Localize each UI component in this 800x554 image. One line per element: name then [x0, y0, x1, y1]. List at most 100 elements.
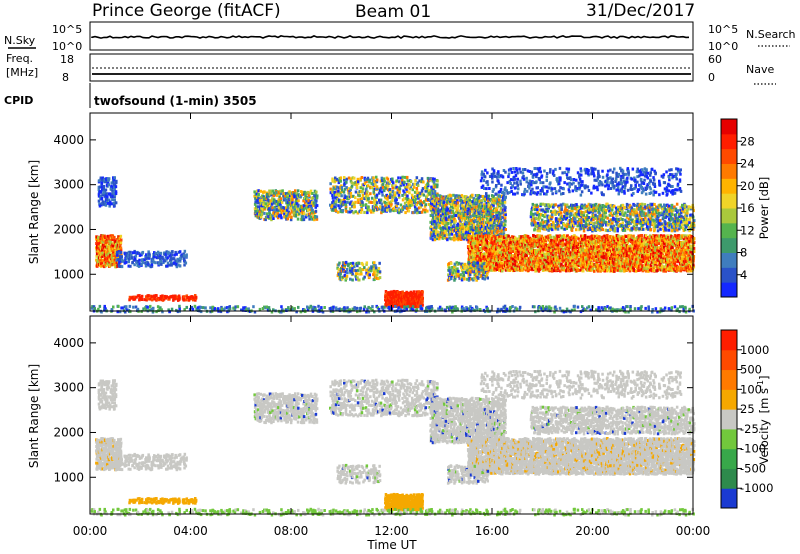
power-cell: [329, 187, 332, 191]
power-cell: [530, 259, 534, 263]
power-cell: [264, 204, 268, 207]
power-cell: [539, 241, 543, 245]
power-cell: [503, 223, 507, 227]
power-cell: [346, 200, 349, 204]
power-cell: [554, 249, 557, 253]
power-cell: [140, 253, 143, 257]
power-cell: [110, 181, 113, 185]
power-cell: [547, 264, 551, 268]
power-cell: [481, 195, 484, 198]
power-cell: [118, 260, 121, 264]
power-cell: [337, 204, 340, 208]
power-cell: [360, 199, 363, 203]
power-cell: [399, 176, 403, 180]
power-cell: [266, 212, 269, 216]
power-cell: [257, 189, 260, 193]
power-cell: [465, 232, 469, 236]
power-cell: [114, 265, 118, 269]
power-cell: [515, 241, 518, 245]
power-cell: [359, 177, 362, 181]
power-cell: [289, 206, 292, 210]
power-cell: [175, 252, 178, 256]
power-cell: [117, 262, 121, 266]
power-cell: [175, 265, 179, 269]
power-cell: [406, 179, 410, 183]
power-cell: [474, 229, 478, 233]
power-cell: [632, 249, 635, 253]
power-cell: [521, 243, 524, 247]
power-cell: [450, 215, 454, 219]
power-cell: [361, 201, 364, 205]
power-cell: [527, 237, 530, 241]
power-cell: [499, 261, 503, 265]
power-cell: [481, 204, 484, 208]
power-cell: [437, 199, 441, 203]
power-cell: [329, 191, 333, 195]
power-cell: [463, 224, 466, 228]
power-cell: [311, 217, 314, 221]
power-cell: [256, 189, 259, 193]
power-cell: [431, 213, 435, 217]
power-cell: [482, 223, 485, 227]
power-cell: [271, 189, 274, 193]
power-cell: [496, 214, 499, 218]
power-cell: [555, 240, 558, 244]
power-cell: [347, 210, 350, 214]
power-cell: [285, 212, 288, 215]
power-cell: [183, 263, 186, 267]
power-cell: [448, 232, 452, 236]
power-cell: [498, 235, 501, 239]
power-cell: [572, 261, 575, 265]
power-cell: [143, 258, 146, 262]
power-cell: [465, 195, 468, 199]
power-cell: [159, 260, 163, 263]
power-cell: [368, 208, 371, 212]
power-cell: [466, 202, 470, 206]
power-cell: [532, 254, 535, 258]
power-cell: [485, 239, 489, 243]
power-cell: [332, 199, 335, 203]
power-cell: [380, 190, 384, 194]
power-cell: [639, 246, 642, 250]
power-cell: [492, 224, 496, 228]
power-cell: [414, 197, 418, 201]
power-cell: [529, 242, 532, 246]
power-cell: [440, 195, 443, 199]
power-cell: [335, 185, 339, 189]
power-cell: [426, 209, 429, 213]
power-cell: [354, 210, 357, 214]
power-cell: [528, 239, 532, 243]
power-cell: [331, 188, 334, 192]
power-cell: [398, 208, 401, 212]
power-cell: [493, 221, 496, 225]
power-cell: [545, 237, 549, 241]
power-cell: [561, 238, 565, 242]
power-cell: [348, 202, 352, 206]
power-cell: [101, 235, 105, 238]
power-cell: [356, 211, 360, 215]
power-cell: [103, 178, 106, 182]
power-cell: [111, 254, 114, 258]
power-cell: [102, 185, 106, 188]
power-cell: [595, 252, 599, 256]
power-cell: [598, 264, 602, 268]
power-cell: [386, 181, 389, 185]
power-cell: [556, 234, 559, 238]
power-cell: [391, 177, 394, 181]
power-cell: [610, 261, 613, 265]
power-cell: [383, 179, 386, 183]
power-cell: [101, 200, 105, 204]
power-cell: [463, 210, 467, 214]
power-cell: [477, 234, 480, 238]
power-cell: [632, 253, 635, 257]
power-cell: [527, 252, 531, 255]
power-cell: [394, 184, 397, 188]
power-cell: [572, 266, 575, 270]
nsky-tick-bottom: 10^0: [52, 40, 82, 53]
power-cell: [521, 262, 524, 266]
power-cell: [263, 211, 266, 215]
power-cell: [506, 265, 510, 269]
power-cell: [120, 238, 123, 242]
power-cell: [153, 251, 156, 255]
power-cell: [624, 255, 627, 259]
